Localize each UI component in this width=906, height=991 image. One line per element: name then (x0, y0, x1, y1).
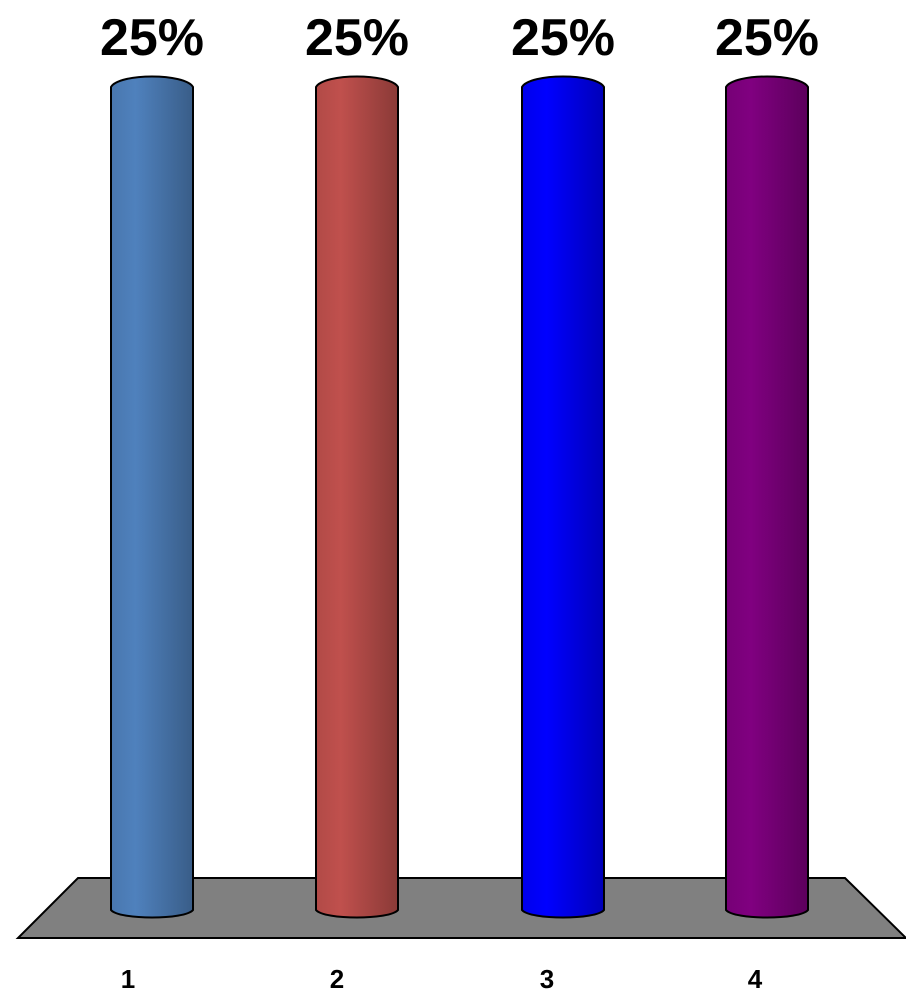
data-label-1: 25% (100, 9, 204, 67)
category-label-1: 1 (121, 964, 135, 991)
data-labels-group: 25% 25% 25% 25% (100, 9, 819, 67)
category-label-4: 4 (748, 964, 763, 991)
bar-4 (725, 75, 809, 919)
category-label-3: 3 (540, 964, 554, 991)
data-label-2: 25% (305, 9, 409, 67)
category-label-2: 2 (330, 964, 344, 991)
bar-2 (315, 75, 399, 919)
bar-3 (521, 75, 605, 919)
category-labels-group: 1 2 3 4 (121, 964, 763, 991)
bars-group (110, 75, 809, 919)
data-label-3: 25% (511, 9, 615, 67)
data-label-4: 25% (715, 9, 819, 67)
bar-1 (110, 75, 194, 919)
